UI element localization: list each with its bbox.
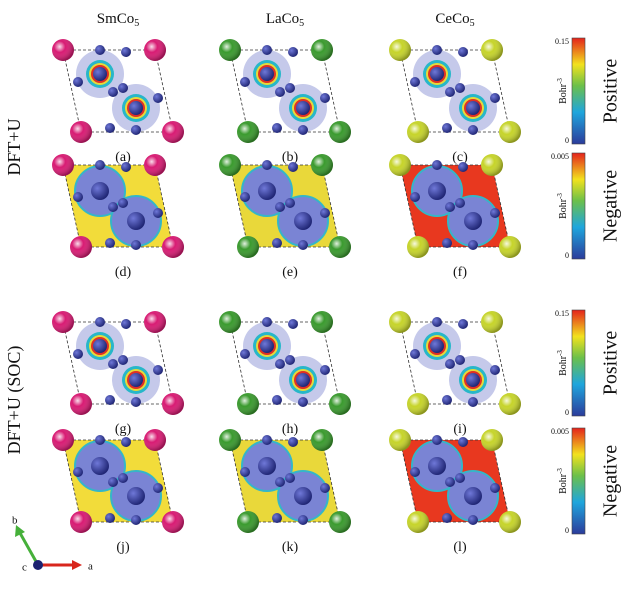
subscript: 5 <box>299 18 304 29</box>
column-header: CeCo5 <box>435 11 474 29</box>
colorbar-min: 0 <box>565 408 569 417</box>
axis-label: c <box>22 562 27 574</box>
unit: Bohr <box>558 473 569 494</box>
panel-label: (g) <box>115 422 132 437</box>
colorbar-unit: Bohr-3 <box>556 468 570 494</box>
colorbar-label: Positive <box>600 59 622 124</box>
colorbar-unit: Bohr-3 <box>556 78 570 104</box>
colorbar-unit: Bohr-3 <box>556 193 570 219</box>
unit-exponent: -3 <box>556 78 564 84</box>
formula: SmCo <box>97 11 135 27</box>
colorbar-max: 0.005 <box>551 152 569 161</box>
formula: CeCo <box>435 11 469 27</box>
panel-label: (i) <box>453 422 467 437</box>
negative-density-panel <box>389 154 521 258</box>
subscript: 5 <box>134 18 139 29</box>
panel-label: (k) <box>282 540 299 555</box>
positive-density-panel <box>389 39 521 143</box>
positive-density-panel <box>389 311 521 415</box>
colorbar-max: 0.15 <box>555 37 569 46</box>
panel-label: (d) <box>115 265 132 280</box>
panel-label: (j) <box>116 540 130 555</box>
positive-density-panel <box>52 39 184 143</box>
unit-exponent: -3 <box>556 350 564 356</box>
negative-density-panel <box>219 154 351 258</box>
colorbar-label: Negative <box>600 170 622 242</box>
panel-label: (h) <box>282 422 299 437</box>
colorbar-min: 0 <box>565 251 569 260</box>
colorbar <box>572 428 585 534</box>
colorbar-max: 0.005 <box>551 427 569 436</box>
negative-density-panel <box>389 429 521 533</box>
colorbar-min: 0 <box>565 526 569 535</box>
unit: Bohr <box>558 198 569 219</box>
panel-label: (f) <box>453 265 467 280</box>
axis-b-arrow <box>20 533 38 565</box>
axis-label: b <box>12 515 18 527</box>
panel-label: (l) <box>453 540 467 555</box>
positive-density-panel <box>52 311 184 415</box>
row-label: DFT+U (SOC) <box>4 346 25 455</box>
colorbar-max: 0.15 <box>555 309 569 318</box>
unit: Bohr <box>558 355 569 376</box>
colorbar-unit: Bohr-3 <box>556 350 570 376</box>
panel-label: (e) <box>282 265 298 280</box>
subscript: 5 <box>470 18 475 29</box>
axis-label: a <box>88 561 93 573</box>
row-label: DFT+U <box>4 118 24 175</box>
negative-density-panel <box>52 154 184 258</box>
colorbar <box>572 310 585 416</box>
unit: Bohr <box>558 83 569 104</box>
unit-exponent: -3 <box>556 468 564 474</box>
axis-a-head <box>72 560 82 570</box>
figure: SmCo5LaCo5CeCo5DFT+UDFT+U (SOC)(a)(b)(c)… <box>0 0 640 600</box>
negative-density-panel <box>52 429 184 533</box>
negative-density-panel <box>219 429 351 533</box>
positive-density-panel <box>219 311 351 415</box>
formula: LaCo <box>266 11 299 27</box>
colorbar <box>572 153 585 259</box>
axis-c <box>33 560 43 570</box>
positive-density-panel <box>219 39 351 143</box>
unit-exponent: -3 <box>556 193 564 199</box>
column-header: LaCo5 <box>266 11 304 29</box>
colorbar-label: Positive <box>600 331 622 396</box>
colorbar-min: 0 <box>565 136 569 145</box>
column-header: SmCo5 <box>97 11 140 29</box>
colorbar-label: Negative <box>600 445 622 517</box>
colorbar <box>572 38 585 144</box>
